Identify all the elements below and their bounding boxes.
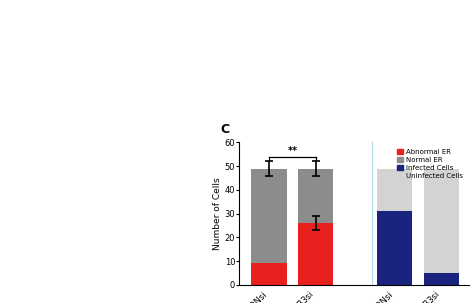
Bar [252, 168, 287, 263]
Bar [424, 273, 459, 285]
Bar [298, 223, 333, 285]
Text: C: C [220, 123, 229, 136]
Bar [377, 168, 412, 211]
Legend: Abnormal ER, Normal ER, Infected Cells, Uninfected Cells: Abnormal ER, Normal ER, Infected Cells, … [394, 146, 466, 182]
Bar [377, 211, 412, 285]
Bar [298, 168, 333, 223]
Y-axis label: Number of Cells: Number of Cells [213, 177, 222, 250]
Bar [252, 263, 287, 285]
Text: **: ** [287, 146, 297, 156]
Bar [424, 168, 459, 273]
